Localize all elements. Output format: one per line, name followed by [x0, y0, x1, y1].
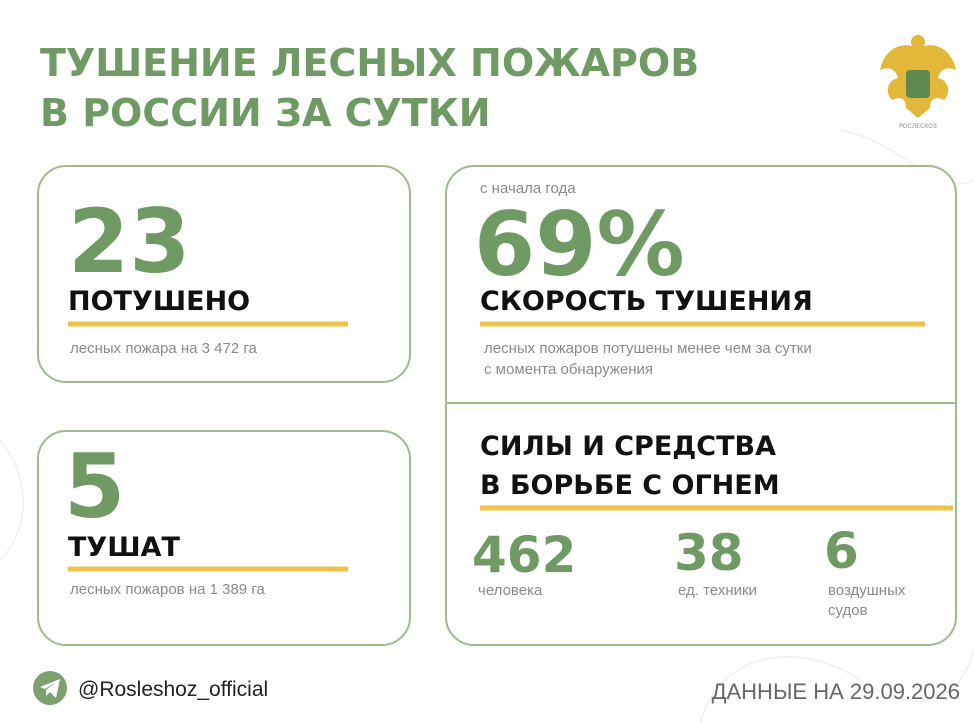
- telegram-icon: [33, 671, 67, 705]
- title-line: В РОССИИ ЗА СУТКИ: [40, 91, 491, 135]
- stat-label: человека: [478, 582, 543, 599]
- stat-label: судов: [828, 602, 868, 619]
- card-number: 69%: [474, 193, 685, 296]
- card-note: лесных пожара на 3 472 га: [70, 340, 257, 357]
- card: [37, 165, 411, 383]
- card-heading: ТУШАТ: [68, 532, 180, 563]
- stat-number: 462: [472, 526, 576, 584]
- card: [445, 165, 957, 646]
- card: [37, 430, 411, 646]
- card-heading: СКОРОСТЬ ТУШЕНИЯ: [480, 286, 813, 317]
- card-caption: с начала года: [480, 180, 576, 197]
- stat-number: 38: [674, 524, 744, 582]
- stat-label: ед. техники: [678, 582, 757, 599]
- card-heading: ПОТУШЕНО: [68, 286, 250, 317]
- stat-label: воздушных: [828, 582, 906, 599]
- card-note: лесных пожаров на 1 389 га: [70, 581, 265, 598]
- forces-heading: СИЛЫ И СРЕДСТВА: [480, 431, 776, 462]
- date-note: ДАННЫЕ НА 29.09.2026: [712, 679, 960, 704]
- emblem: РОСЛЕСХОЗ: [880, 35, 956, 130]
- card-note: лесных пожаров потушены менее чем за сут…: [484, 340, 812, 357]
- title-line: ТУШЕНИЕ ЛЕСНЫХ ПОЖАРОВ: [40, 41, 699, 85]
- card-note: с момента обнаружения: [484, 361, 653, 378]
- social-handle: @Rosleshoz_official: [78, 678, 268, 701]
- forces-heading: В БОРЬБЕ С ОГНЕМ: [480, 470, 780, 501]
- card-number: 5: [64, 435, 125, 538]
- stat-number: 6: [824, 522, 859, 580]
- emblem-caption: РОСЛЕСХОЗ: [899, 123, 937, 130]
- card-number: 23: [68, 190, 190, 293]
